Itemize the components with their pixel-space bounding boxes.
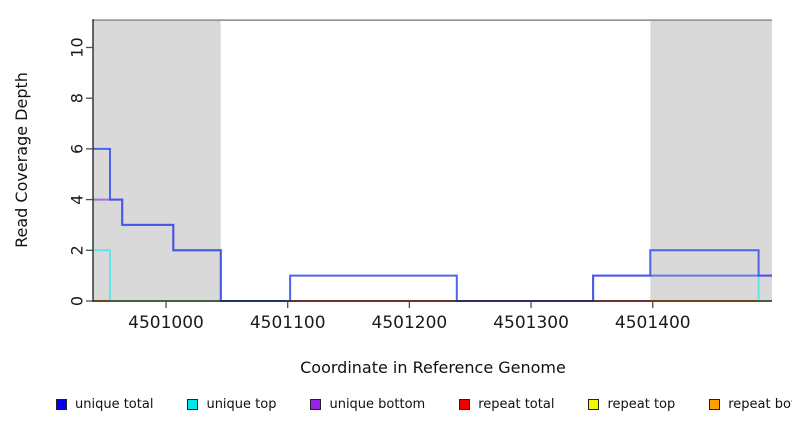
x-tick-label: 4501000	[128, 313, 204, 333]
series-line-unique-top	[93, 249, 111, 301]
legend-item-repeat-top: repeat top	[588, 397, 675, 412]
y-tick-label: 6	[68, 144, 87, 154]
coverage-chart: 0 2 4 6 8 10 4501000 4501100 4501200 4501300 45014…	[12, 19, 772, 377]
legend-label: unique top	[206, 397, 277, 412]
legend-label: repeat total	[478, 397, 555, 412]
x-tick-label: 4501100	[250, 313, 326, 333]
legend-item-repeat-total: repeat total	[459, 397, 554, 412]
x-tick-label: 4501400	[615, 313, 691, 333]
legend-label: repeat top	[607, 397, 676, 412]
y-tick-label: 4	[68, 195, 87, 205]
repeat-top-swatch-icon	[588, 399, 600, 410]
legend: unique total unique top unique bottom re…	[56, 397, 792, 412]
y-axis-title: Read Coverage Depth	[12, 72, 31, 248]
series-line-unique-total	[93, 147, 772, 302]
y-tick-label: 2	[68, 245, 87, 255]
unique-top-swatch-icon	[187, 399, 199, 410]
legend-label: repeat bottom	[728, 397, 792, 412]
shaded-repeat-region	[650, 20, 772, 301]
repeat-bottom-swatch-icon	[709, 399, 721, 410]
x-tick-label: 4501300	[493, 313, 569, 333]
shaded-repeat-region	[93, 20, 221, 301]
unique-bottom-swatch-icon	[310, 399, 322, 410]
repeat-total-swatch-icon	[459, 399, 471, 410]
y-tick-label: 0	[68, 296, 87, 306]
x-axis-title: Coordinate in Reference Genome	[300, 358, 566, 377]
legend-item-unique-total: unique total	[56, 397, 153, 412]
legend-label: unique total	[75, 397, 154, 412]
legend-item-unique-top: unique top	[187, 397, 276, 412]
x-tick-label: 4501200	[372, 313, 448, 333]
y-tick-label: 10	[68, 37, 87, 57]
unique-total-swatch-icon	[56, 399, 67, 410]
legend-item-unique-bottom: unique bottom	[310, 397, 425, 412]
legend-item-repeat-bottom: repeat bottom	[709, 397, 792, 412]
y-tick-label: 8	[68, 93, 87, 103]
chart-layers: 0 2 4 6 8 10 4501000 4501100 4501200 4501300 45014…	[68, 19, 772, 333]
legend-label: unique bottom	[329, 397, 426, 412]
